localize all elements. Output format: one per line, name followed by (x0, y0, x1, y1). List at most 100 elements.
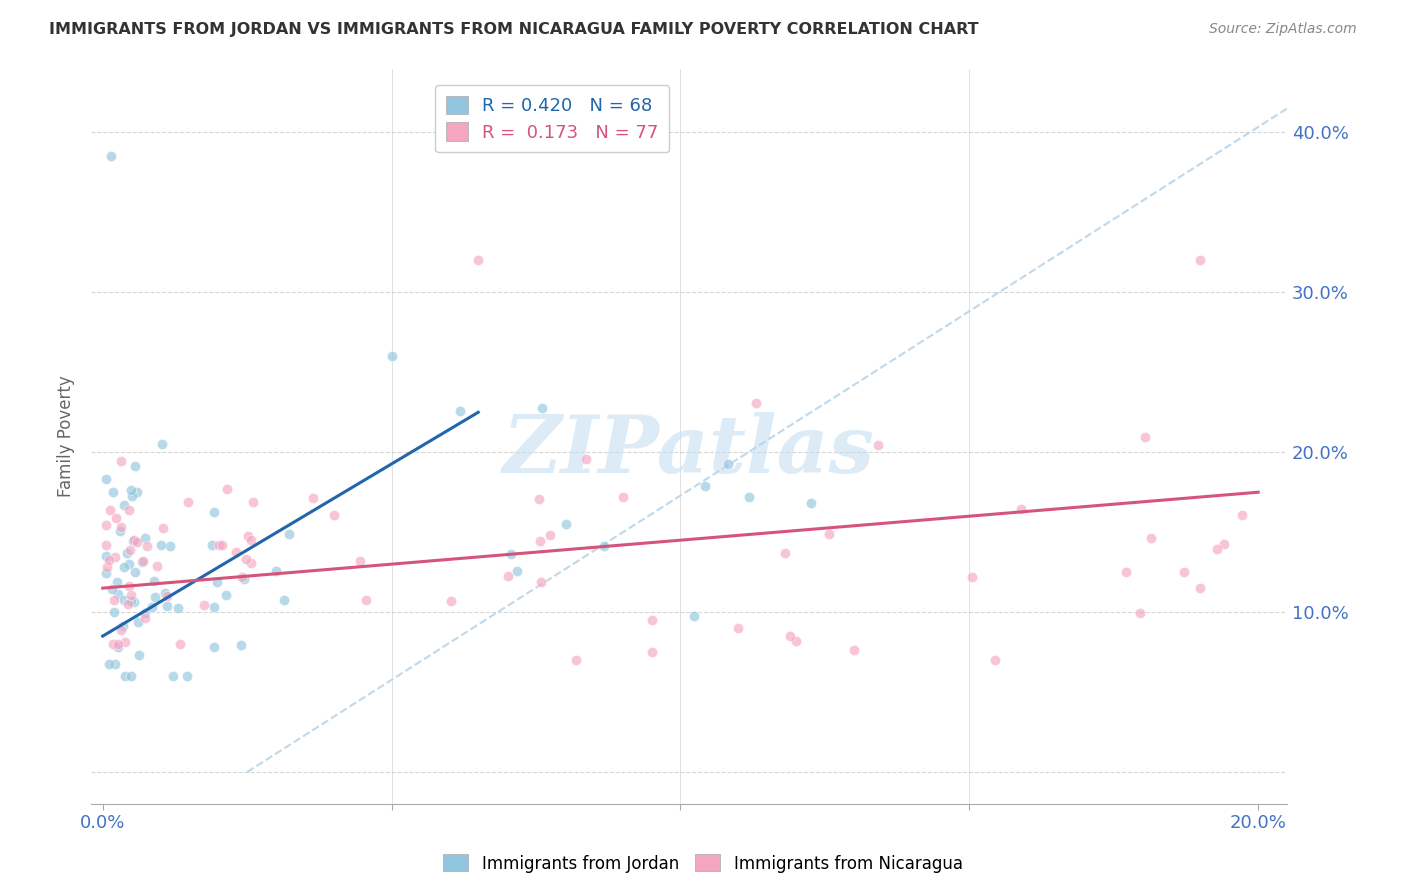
Immigrants from Nicaragua (785, 634, 807, 648)
Immigrants from Jordan (120, 669, 142, 683)
Immigrants from Jordan (128, 648, 150, 663)
Immigrants from Jordan (141, 600, 163, 615)
Immigrants from Nicaragua (527, 492, 550, 507)
Immigrants from Jordan (150, 437, 173, 451)
Immigrants from Nicaragua (1232, 508, 1254, 523)
Immigrants from Nicaragua (1213, 537, 1236, 551)
Immigrants from Nicaragua (640, 613, 662, 627)
Immigrants from Nicaragua (117, 597, 139, 611)
Immigrants from Jordan (107, 640, 129, 655)
Immigrants from Nicaragua (962, 570, 984, 584)
Immigrants from Nicaragua (538, 528, 561, 542)
Immigrants from Nicaragua (103, 593, 125, 607)
Immigrants from Nicaragua (114, 635, 136, 649)
Immigrants from Nicaragua (496, 569, 519, 583)
Immigrants from Nicaragua (727, 621, 749, 635)
Immigrants from Jordan (449, 404, 471, 418)
Immigrants from Jordan (111, 619, 134, 633)
Immigrants from Jordan (153, 586, 176, 600)
Immigrants from Jordan (94, 472, 117, 486)
Immigrants from Nicaragua (564, 653, 586, 667)
Immigrants from Jordan (162, 669, 184, 683)
Immigrants from Nicaragua (120, 542, 142, 557)
Immigrants from Jordan (142, 574, 165, 589)
Immigrants from Nicaragua (104, 550, 127, 565)
Immigrants from Jordan (207, 575, 229, 590)
Immigrants from Jordan (103, 605, 125, 619)
Immigrants from Jordan (555, 517, 578, 532)
Immigrants from Nicaragua (1173, 566, 1195, 580)
Immigrants from Nicaragua (193, 598, 215, 612)
Immigrants from Nicaragua (96, 560, 118, 574)
Immigrants from Nicaragua (101, 637, 124, 651)
Immigrants from Nicaragua (156, 589, 179, 603)
Immigrants from Jordan (124, 565, 146, 579)
Text: ZIPatlas: ZIPatlas (503, 412, 875, 490)
Immigrants from Nicaragua (120, 588, 142, 602)
Text: Source: ZipAtlas.com: Source: ZipAtlas.com (1209, 22, 1357, 37)
Immigrants from Nicaragua (1206, 541, 1229, 556)
Immigrants from Jordan (156, 599, 179, 614)
Immigrants from Nicaragua (779, 629, 801, 643)
Immigrants from Jordan (800, 496, 823, 510)
Immigrants from Nicaragua (1189, 581, 1212, 595)
Immigrants from Nicaragua (467, 253, 489, 268)
Immigrants from Nicaragua (1010, 501, 1032, 516)
Immigrants from Nicaragua (322, 508, 344, 523)
Immigrants from Jordan (100, 149, 122, 163)
Immigrants from Nicaragua (612, 490, 634, 504)
Immigrants from Jordan (120, 593, 142, 607)
Immigrants from Nicaragua (530, 575, 553, 590)
Immigrants from Jordan (264, 564, 287, 578)
Immigrants from Jordan (202, 600, 225, 615)
Immigrants from Nicaragua (842, 643, 865, 657)
Immigrants from Jordan (103, 485, 125, 500)
Immigrants from Nicaragua (211, 537, 233, 551)
Immigrants from Nicaragua (349, 553, 371, 567)
Immigrants from Jordan (114, 669, 136, 683)
Immigrants from Jordan (150, 538, 173, 552)
Immigrants from Nicaragua (134, 610, 156, 624)
Immigrants from Jordan (96, 566, 118, 580)
Immigrants from Nicaragua (1115, 566, 1137, 580)
Immigrants from Nicaragua (107, 637, 129, 651)
Immigrants from Jordan (122, 595, 145, 609)
Immigrants from Nicaragua (1128, 606, 1150, 620)
Immigrants from Nicaragua (110, 519, 132, 533)
Immigrants from Nicaragua (236, 529, 259, 543)
Immigrants from Jordan (94, 549, 117, 563)
Immigrants from Jordan (683, 608, 706, 623)
Immigrants from Jordan (112, 593, 135, 607)
Immigrants from Jordan (98, 657, 121, 671)
Immigrants from Jordan (124, 458, 146, 473)
Immigrants from Jordan (202, 640, 225, 654)
Immigrants from Nicaragua (1140, 531, 1163, 545)
Immigrants from Jordan (105, 574, 128, 589)
Immigrants from Jordan (215, 587, 238, 601)
Immigrants from Nicaragua (866, 438, 889, 452)
Immigrants from Jordan (117, 546, 139, 560)
Immigrants from Nicaragua (773, 546, 796, 560)
Immigrants from Nicaragua (136, 539, 159, 553)
Immigrants from Jordan (167, 601, 190, 615)
Immigrants from Jordan (201, 538, 224, 552)
Immigrants from Jordan (125, 485, 148, 500)
Immigrants from Nicaragua (118, 578, 141, 592)
Immigrants from Jordan (108, 524, 131, 538)
Immigrants from Jordan (112, 560, 135, 574)
Immigrants from Jordan (112, 498, 135, 512)
Immigrants from Nicaragua (98, 503, 121, 517)
Immigrants from Nicaragua (575, 452, 598, 467)
Immigrants from Nicaragua (105, 510, 128, 524)
Legend: R = 0.420   N = 68, R =  0.173   N = 77: R = 0.420 N = 68, R = 0.173 N = 77 (434, 85, 669, 153)
Immigrants from Jordan (202, 505, 225, 519)
Immigrants from Nicaragua (817, 527, 839, 541)
Immigrants from Jordan (592, 540, 614, 554)
Immigrants from Nicaragua (117, 503, 139, 517)
Immigrants from Jordan (717, 457, 740, 471)
Immigrants from Jordan (131, 555, 153, 569)
Immigrants from Jordan (499, 547, 522, 561)
Immigrants from Jordan (107, 587, 129, 601)
Immigrants from Jordan (278, 526, 301, 541)
Immigrants from Jordan (159, 539, 181, 553)
